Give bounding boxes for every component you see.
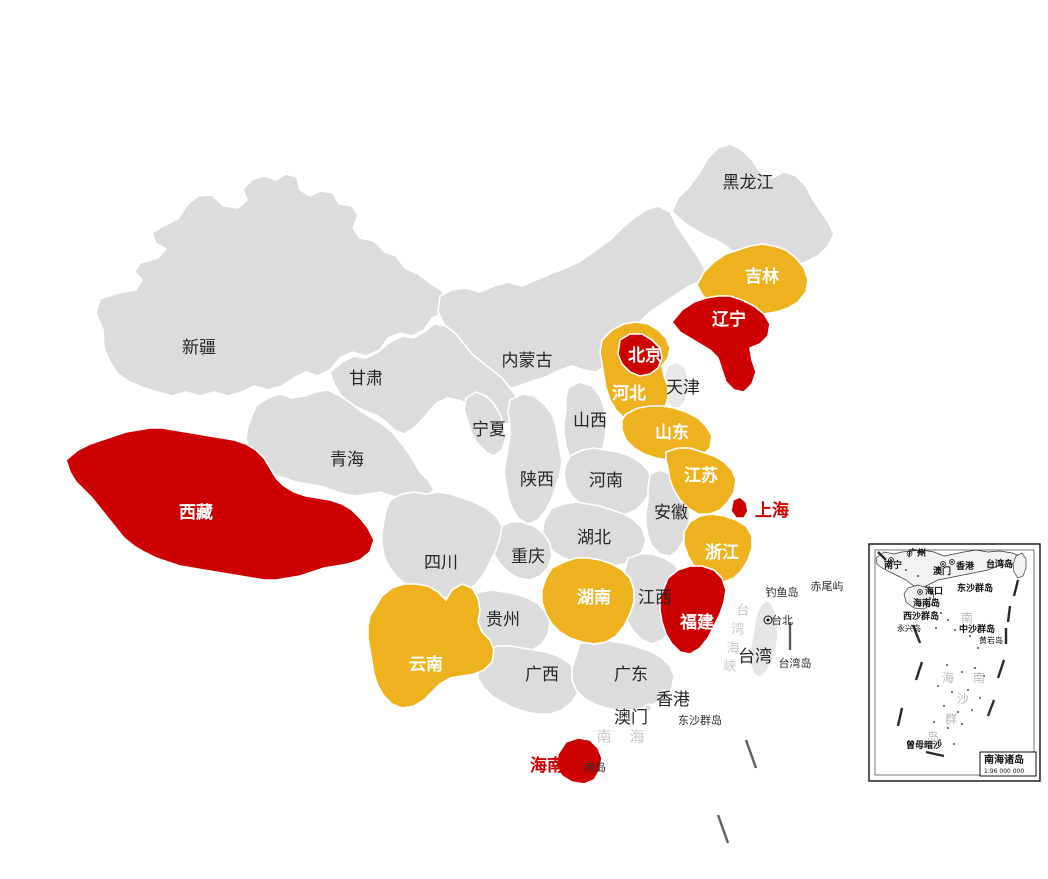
province-yunnan[interactable] bbox=[367, 583, 495, 709]
province-heilongjiang[interactable] bbox=[671, 143, 835, 273]
inset-label-zengmu: 曾母暗沙 bbox=[906, 739, 942, 751]
inset-label-hongkong: 香港 bbox=[955, 560, 975, 572]
label-macau: 澳门 bbox=[614, 708, 648, 728]
annotation-strait-char-4: 峡 bbox=[723, 660, 736, 675]
inset-sea-char-qun: 群 bbox=[945, 712, 957, 726]
province-hainan[interactable] bbox=[555, 737, 603, 785]
province-guangdong[interactable] bbox=[571, 639, 675, 711]
inset-scale: 1:96 000 000 bbox=[984, 768, 1024, 775]
inset-sea-char-nan1: 南 bbox=[961, 610, 973, 625]
inset-label-haikou: 海口 bbox=[925, 585, 943, 597]
province-sichuan[interactable] bbox=[381, 491, 503, 599]
south-china-sea-inset[interactable]: 广州 南宁 澳门 香港 台湾岛 海口 东沙群岛 海南岛 西沙群岛 永兴岛 中沙群… bbox=[868, 543, 1041, 782]
inset-label-huangyan: 黄岩岛 bbox=[979, 635, 1003, 645]
province-xinjiang[interactable] bbox=[95, 173, 451, 397]
annotation-strait-char-1: 台 bbox=[736, 604, 749, 619]
province-guangxi[interactable] bbox=[477, 645, 581, 715]
inset-label-hainan-island: 海南岛 bbox=[913, 597, 940, 609]
province-ningxia[interactable] bbox=[463, 391, 507, 457]
sea-label-char-1: 南 bbox=[596, 728, 611, 746]
inset-label-dongsha: 东沙群岛 bbox=[957, 582, 993, 594]
south-china-sea-label: 南 海 bbox=[596, 728, 644, 746]
province-layer-gray bbox=[95, 143, 835, 715]
inset-title: 南海诸岛 bbox=[984, 753, 1024, 766]
province-shanghai[interactable] bbox=[730, 496, 749, 519]
inset-sea-char-hai: 海 bbox=[942, 670, 954, 685]
annotation-strait-char-2: 湾 bbox=[731, 622, 744, 638]
province-jiangsu[interactable] bbox=[665, 447, 737, 515]
annotation-strait-char-3: 海 bbox=[726, 642, 739, 657]
inset-label-xisha: 西沙群岛 bbox=[903, 610, 939, 622]
inset-island-dots bbox=[905, 569, 985, 745]
inset-sea-char-nan2: 南 bbox=[973, 670, 985, 685]
province-macau[interactable] bbox=[643, 703, 653, 713]
annotation-diaoyu-island: 钓鱼岛 bbox=[766, 585, 799, 599]
province-liaoning[interactable] bbox=[671, 295, 771, 393]
inset-city-markers bbox=[888, 549, 955, 595]
inset-title-box bbox=[979, 751, 1037, 777]
province-chongqing[interactable] bbox=[491, 521, 553, 581]
sea-label-char-2: 海 bbox=[629, 728, 644, 746]
province-hongkong[interactable] bbox=[657, 689, 669, 701]
inset-label-yongxing: 永兴岛 bbox=[897, 623, 921, 633]
label-shanghai: 上海 bbox=[755, 500, 789, 521]
inset-sea-char-sha: 沙 bbox=[957, 692, 969, 706]
inset-label-macau: 澳门 bbox=[933, 565, 951, 577]
province-zhejiang[interactable] bbox=[683, 513, 753, 583]
inset-frame bbox=[868, 543, 1041, 782]
inset-taiwan-island bbox=[1012, 552, 1027, 579]
province-taiwan[interactable] bbox=[749, 599, 779, 679]
inset-label-guangzhou: 广州 bbox=[908, 547, 926, 559]
inset-label-zhongsha: 中沙群岛 bbox=[959, 623, 995, 635]
province-layer-gold bbox=[367, 243, 809, 709]
province-shaanxi[interactable] bbox=[503, 393, 563, 525]
annotation-taiwan-island: 台湾岛 bbox=[779, 656, 812, 670]
inset-sea-char-dao: 岛 bbox=[927, 729, 939, 744]
province-henan[interactable] bbox=[563, 447, 653, 517]
inset-label-nanning: 南宁 bbox=[884, 559, 902, 571]
province-beijing[interactable] bbox=[617, 333, 663, 377]
province-fujian[interactable] bbox=[659, 565, 727, 655]
province-tibet[interactable] bbox=[65, 427, 375, 581]
inset-hainan-island bbox=[903, 584, 935, 610]
island-dash-marks bbox=[716, 622, 792, 844]
inset-inner-frame bbox=[874, 549, 1035, 776]
inset-nine-dash-line bbox=[877, 551, 1020, 758]
province-hunan[interactable] bbox=[541, 557, 635, 645]
annotation-dongsha-islands: 东沙群岛 bbox=[678, 713, 722, 727]
province-layer-red bbox=[65, 295, 771, 785]
annotation-chiwei-islet: 赤尾屿 bbox=[811, 580, 844, 593]
inset-label-taiwan-island: 台湾岛 bbox=[986, 558, 1013, 570]
